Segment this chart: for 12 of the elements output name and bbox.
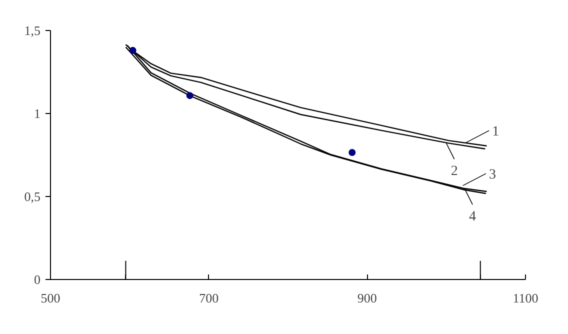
y-tick-label: 0,5 bbox=[24, 189, 40, 204]
y-tick-label: 1,5 bbox=[24, 23, 40, 38]
x-tick-label: 500 bbox=[40, 290, 60, 306]
annotation: 3 bbox=[488, 168, 496, 183]
x-tick-label: 700 bbox=[199, 290, 219, 306]
x-tick-label: 900 bbox=[357, 290, 377, 306]
y-tick-label: 0 bbox=[34, 272, 40, 287]
x-tick-label: 1100 bbox=[512, 290, 538, 306]
annotation: 2 bbox=[450, 164, 458, 180]
annotation: 1 bbox=[492, 124, 500, 140]
annotation: 4 bbox=[469, 210, 476, 225]
y-tick-label: 1 bbox=[34, 106, 40, 121]
